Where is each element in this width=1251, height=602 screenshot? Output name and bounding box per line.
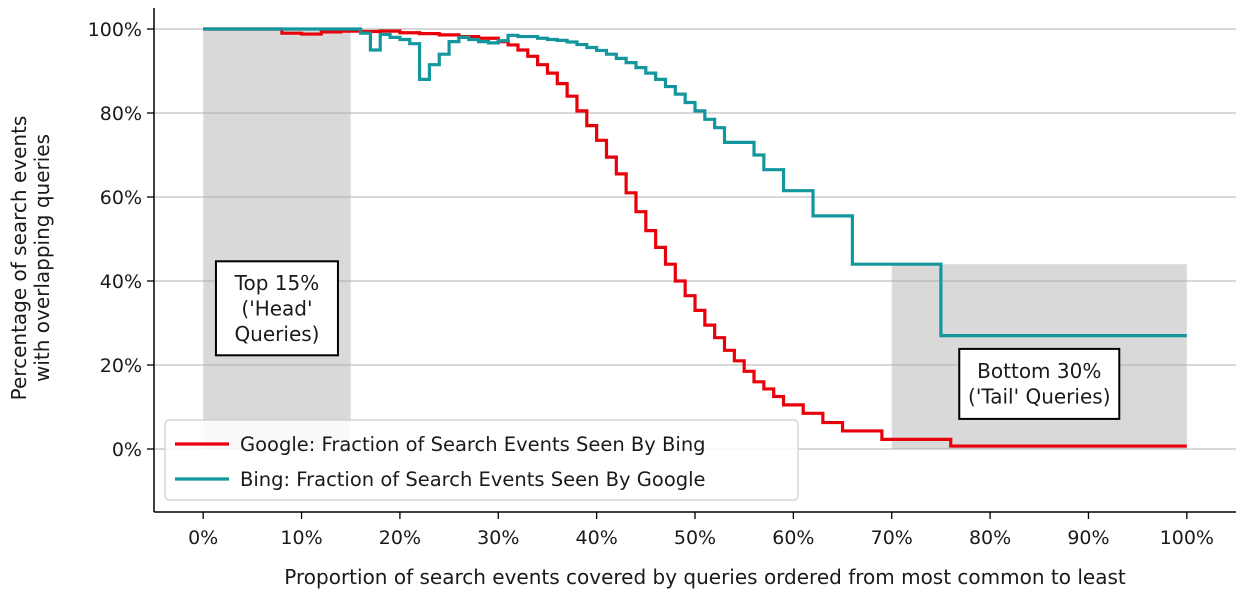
annotation-0-line-0: Top 15% — [234, 271, 320, 295]
annotation-1: Bottom 30%('Tail' Queries) — [958, 347, 1121, 420]
annotations: Top 15%('Head'Queries) Bottom 30%('Tail' … — [214, 260, 1121, 420]
x-tick-label-3: 30% — [477, 527, 519, 549]
y-ticks: 0% 20% 40% 60% 80% 100% — [88, 19, 154, 461]
x-tick-label-10: 100% — [1160, 527, 1214, 549]
annotation-0-line-1: ('Head' — [241, 296, 312, 320]
annotation-1-line-1: ('Tail' Queries) — [968, 385, 1110, 409]
y-tick-label-5: 100% — [88, 19, 142, 41]
series-line-1 — [203, 27, 1187, 338]
x-tick-label-4: 40% — [576, 527, 618, 549]
annotation-box-0 — [214, 260, 339, 357]
y-axis-title-line-0: Percentage of search events — [7, 116, 31, 401]
x-tick-label-8: 80% — [969, 527, 1011, 549]
y-tick-label-3: 60% — [100, 187, 142, 209]
y-axis-title: Percentage of search eventswith overlapp… — [7, 116, 54, 401]
x-tick-label-0: 0% — [188, 527, 218, 549]
x-tick-label-9: 90% — [1067, 527, 1109, 549]
annotation-0-line-2: Queries) — [234, 322, 319, 346]
x-tick-label-5: 50% — [674, 527, 716, 549]
x-tick-label-2: 20% — [379, 527, 421, 549]
x-ticks: 0% 10% 20% 30% 40% 50% 60% 70% 80% 90% 100% — [188, 512, 1214, 549]
y-tick-label-1: 20% — [100, 355, 142, 377]
shaded-region-0 — [203, 29, 351, 449]
y-tick-label-0: 0% — [112, 439, 142, 461]
y-axis-title-line-1: with overlapping queries — [30, 134, 54, 382]
legend-frame — [164, 419, 799, 501]
annotation-box-1 — [958, 347, 1121, 420]
x-tick-label-6: 60% — [772, 527, 814, 549]
series-lines — [203, 27, 1187, 448]
y-tick-label-2: 40% — [100, 271, 142, 293]
legend: Google: Fraction of Search Events Seen B… — [164, 419, 799, 501]
x-tick-label-1: 10% — [280, 527, 322, 549]
legend-label-1: Bing: Fraction of Search Events Seen By … — [240, 468, 706, 491]
y-tick-label-4: 80% — [100, 103, 142, 125]
annotation-1-line-0: Bottom 30% — [977, 359, 1101, 383]
annotation-0: Top 15%('Head'Queries) — [214, 260, 339, 357]
series-line-0 — [203, 27, 1187, 448]
x-axis-title: Proportion of search events covered by q… — [284, 565, 1126, 589]
legend-label-0: Google: Fraction of Search Events Seen B… — [240, 433, 706, 456]
x-tick-label-7: 70% — [871, 527, 913, 549]
